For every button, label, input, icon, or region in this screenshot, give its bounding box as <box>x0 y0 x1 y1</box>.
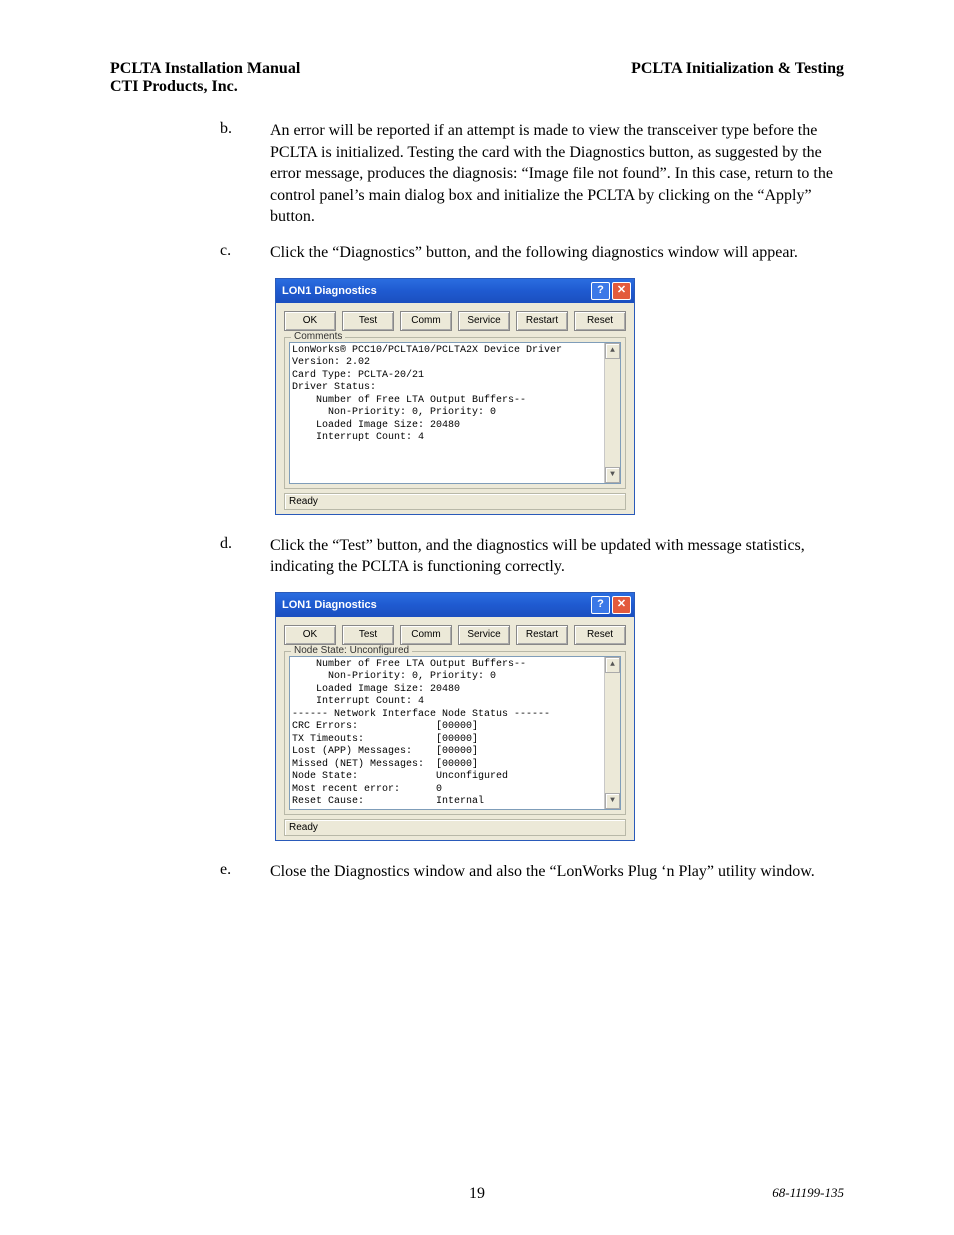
console-text: LonWorks® PCC10/PCLTA10/PCLTA2X Device D… <box>290 343 604 483</box>
diagnostics-dialog-1: LON1 Diagnostics ? ✕ OK Test Comm Servic… <box>275 278 635 515</box>
console-text: Number of Free LTA Output Buffers-- Non-… <box>290 657 604 809</box>
scrollbar[interactable]: ▲ ▼ <box>604 343 620 483</box>
comm-button[interactable]: Comm <box>400 311 452 331</box>
ok-button[interactable]: OK <box>284 625 336 645</box>
comments-fieldset: Comments LonWorks® PCC10/PCLTA10/PCLTA2X… <box>284 337 626 489</box>
list-body-e: Close the Diagnostics window and also th… <box>270 861 815 883</box>
list-letter-c: c. <box>220 242 270 264</box>
service-button[interactable]: Service <box>458 311 510 331</box>
list-letter-d: d. <box>220 535 270 578</box>
page-number: 19 <box>0 1185 954 1203</box>
scroll-up-icon[interactable]: ▲ <box>605 343 620 359</box>
reset-button[interactable]: Reset <box>574 625 626 645</box>
diagnostics-dialog-2: LON1 Diagnostics ? ✕ OK Test Comm Servic… <box>275 592 635 841</box>
titlebar[interactable]: LON1 Diagnostics ? ✕ <box>276 593 634 617</box>
help-icon[interactable]: ? <box>591 596 610 614</box>
scroll-up-icon[interactable]: ▲ <box>605 657 620 673</box>
fieldset-legend: Comments <box>291 331 345 342</box>
list-item-c: c. Click the “Diagnostics” button, and t… <box>220 242 844 264</box>
header-left-2: CTI Products, Inc. <box>110 78 300 96</box>
scroll-down-icon[interactable]: ▼ <box>605 467 620 483</box>
console-output: LonWorks® PCC10/PCLTA10/PCLTA2X Device D… <box>289 342 621 484</box>
dialog-title: LON1 Diagnostics <box>282 599 377 611</box>
list-letter-e: e. <box>220 861 270 883</box>
restart-button[interactable]: Restart <box>516 311 568 331</box>
nodestate-fieldset: Node State: Unconfigured Number of Free … <box>284 651 626 815</box>
close-icon[interactable]: ✕ <box>612 596 631 614</box>
reset-button[interactable]: Reset <box>574 311 626 331</box>
test-button[interactable]: Test <box>342 625 394 645</box>
dialog-title: LON1 Diagnostics <box>282 285 377 297</box>
header-left-1: PCLTA Installation Manual <box>110 60 300 78</box>
service-button[interactable]: Service <box>458 625 510 645</box>
comm-button[interactable]: Comm <box>400 625 452 645</box>
list-item-b: b. An error will be reported if an attem… <box>220 120 844 228</box>
list-item-e: e. Close the Diagnostics window and also… <box>220 861 844 883</box>
help-icon[interactable]: ? <box>591 282 610 300</box>
test-button[interactable]: Test <box>342 311 394 331</box>
page-header: PCLTA Installation Manual CTI Products, … <box>110 60 844 96</box>
list-body-b: An error will be reported if an attempt … <box>270 120 844 228</box>
titlebar[interactable]: LON1 Diagnostics ? ✕ <box>276 279 634 303</box>
header-right: PCLTA Initialization & Testing <box>631 60 844 96</box>
scroll-down-icon[interactable]: ▼ <box>605 793 620 809</box>
scrollbar[interactable]: ▲ ▼ <box>604 657 620 809</box>
list-body-c: Click the “Diagnostics” button, and the … <box>270 242 798 264</box>
list-body-d: Click the “Test” button, and the diagnos… <box>270 535 844 578</box>
status-bar: Ready <box>284 493 626 510</box>
close-icon[interactable]: ✕ <box>612 282 631 300</box>
ok-button[interactable]: OK <box>284 311 336 331</box>
list-item-d: d. Click the “Test” button, and the diag… <box>220 535 844 578</box>
console-output: Number of Free LTA Output Buffers-- Non-… <box>289 656 621 810</box>
status-bar: Ready <box>284 819 626 836</box>
list-letter-b: b. <box>220 120 270 228</box>
fieldset-legend: Node State: Unconfigured <box>291 645 412 656</box>
restart-button[interactable]: Restart <box>516 625 568 645</box>
